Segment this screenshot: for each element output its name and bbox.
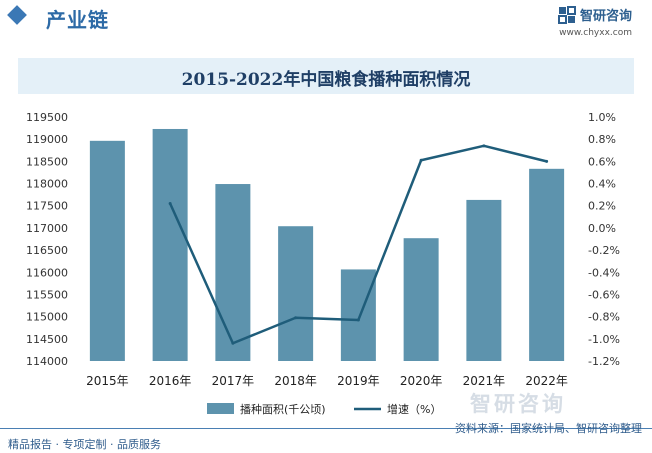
left-tick-label: 116500: [26, 244, 68, 257]
growth-point-2019年: [356, 318, 360, 322]
right-tick-label: 0.2%: [588, 200, 616, 213]
x-axis-ticks: 2015年 2016年 2017年 2018年 2019年 2020年 2021年 2022年: [86, 374, 568, 388]
growth-point-2021年: [482, 144, 486, 148]
left-axis-ticks: 114000 114500 115000 115500 116000 116500 1170…: [26, 111, 68, 368]
left-tick-label: 118500: [26, 155, 68, 168]
x-tick-label: 2020年: [400, 374, 443, 388]
bar-2020年: [403, 238, 439, 361]
growth-point-2020年: [419, 158, 423, 162]
x-tick-label: 2016年: [149, 374, 192, 388]
left-tick-label: 115000: [26, 311, 68, 324]
right-tick-label: -1.0%: [588, 333, 620, 346]
bars-group: [89, 128, 565, 361]
growth-point-2018年: [294, 316, 298, 320]
line-group: [168, 144, 549, 345]
brand-logo-icon: [557, 5, 576, 24]
watermark: 智研咨询: [470, 388, 566, 418]
bar-2021年: [466, 199, 502, 361]
right-tick-label: 0.0%: [588, 222, 616, 235]
growth-point-2016年: [168, 202, 172, 206]
left-tick-label: 119500: [26, 111, 68, 124]
watermark-text: 智研咨询: [470, 392, 566, 416]
legend-bar-label: 播种面积(千公顷): [240, 402, 326, 416]
right-tick-label: 0.4%: [588, 178, 616, 191]
data-source: 资料来源：国家统计局、智研咨询整理: [455, 422, 642, 435]
left-tick-label: 115500: [26, 288, 68, 301]
chart-title: 2015-2022年中国粮食播种面积情况: [181, 70, 471, 90]
bar-2016年: [152, 128, 188, 361]
right-tick-label: -0.8%: [588, 311, 620, 324]
right-tick-label: 1.0%: [588, 111, 616, 124]
legend-line-label: 增速（%）: [387, 402, 441, 416]
bar-2022年: [529, 168, 565, 361]
brand-name: 智研咨询: [579, 9, 632, 24]
bar-2019年: [340, 269, 376, 361]
header: 产业链 智研咨询 www.chyxx.com: [0, 0, 652, 38]
left-tick-label: 119000: [26, 133, 68, 146]
chart-title-bar: 2015-2022年中国粮食播种面积情况: [18, 58, 634, 94]
right-tick-label: -0.6%: [588, 288, 620, 301]
section-title: 产业链: [46, 8, 109, 32]
x-tick-label: 2015年: [86, 374, 129, 388]
right-tick-label: 0.6%: [588, 155, 616, 168]
right-tick-label: -0.2%: [588, 244, 620, 257]
left-tick-label: 117000: [26, 222, 68, 235]
left-tick-label: 118000: [26, 178, 68, 191]
legend: 播种面积(千公顷) 增速（%）: [207, 402, 441, 416]
left-tick-label: 117500: [26, 200, 68, 213]
right-tick-label: -1.2%: [588, 355, 620, 368]
x-tick-label: 2017年: [212, 374, 255, 388]
bar-2017年: [215, 184, 251, 361]
left-tick-label: 114000: [26, 355, 68, 368]
brand-url[interactable]: www.chyxx.com: [559, 28, 632, 38]
footer-slogan: 精品报告 · 专项定制 · 品质服务: [8, 438, 161, 451]
x-tick-label: 2019年: [337, 374, 380, 388]
x-tick-label: 2018年: [274, 374, 317, 388]
legend-bar-swatch: [207, 403, 234, 414]
left-tick-label: 114500: [26, 333, 68, 346]
left-tick-label: 116000: [26, 266, 68, 279]
x-tick-label: 2022年: [525, 374, 568, 388]
right-axis-ticks: -1.2% -1.0% -0.8% -0.6% -0.4% -0.2% 0.0% 0.2% 0.…: [588, 111, 620, 368]
growth-point-2017年: [231, 341, 235, 345]
bar-2015年: [89, 140, 125, 361]
right-tick-label: -0.4%: [588, 266, 620, 279]
right-tick-label: 0.8%: [588, 133, 616, 146]
brand: 智研咨询 www.chyxx.com: [557, 4, 632, 38]
x-tick-label: 2021年: [463, 374, 506, 388]
footer-divider: [0, 428, 652, 429]
bar-2018年: [278, 226, 314, 361]
growth-point-2022年: [545, 159, 549, 163]
